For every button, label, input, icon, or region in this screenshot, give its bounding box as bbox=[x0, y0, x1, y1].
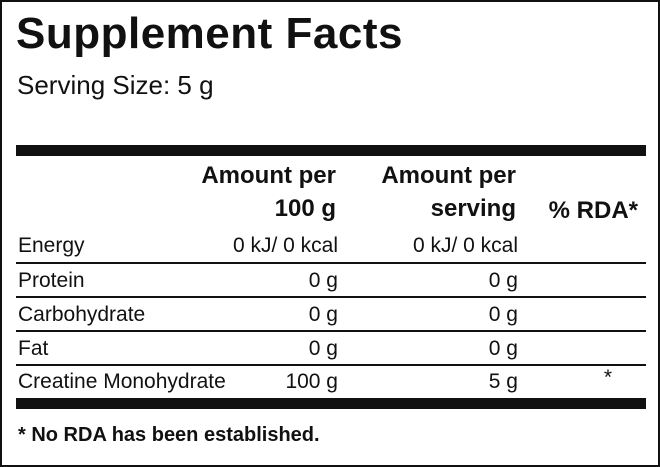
row-name: Carbohydrate bbox=[18, 303, 146, 326]
row-per-100g: 0 kJ/ 0 kcal bbox=[232, 234, 338, 257]
row-name: Protein bbox=[18, 269, 85, 292]
top-thick-rule bbox=[16, 145, 646, 156]
header-per-serving-line1: Amount per bbox=[381, 162, 516, 189]
header-rda: % RDA* bbox=[548, 197, 638, 224]
row-per-serving: 5 g bbox=[488, 370, 518, 393]
table-row: Energy 0 kJ/ 0 kcal 0 kJ/ 0 kcal bbox=[16, 229, 646, 262]
row-per-100g: 0 g bbox=[308, 269, 338, 292]
header-per-100g-line2: 100 g bbox=[274, 195, 336, 222]
row-name: Energy bbox=[18, 234, 85, 257]
row-divider bbox=[16, 262, 646, 264]
row-divider bbox=[16, 296, 646, 298]
row-per-serving: 0 kJ/ 0 kcal bbox=[412, 234, 518, 257]
serving-size: Serving Size: 5 g bbox=[17, 70, 214, 100]
row-divider bbox=[16, 330, 646, 332]
row-per-serving: 0 g bbox=[488, 337, 518, 360]
panel-title: Supplement Facts bbox=[16, 9, 403, 58]
row-divider bbox=[16, 364, 646, 366]
row-per-serving: 0 g bbox=[488, 303, 518, 326]
header-per-serving-line2: serving bbox=[430, 195, 516, 222]
table-row: Protein 0 g 0 g bbox=[16, 264, 646, 297]
row-per-100g: 100 g bbox=[285, 370, 338, 393]
row-per-100g: 0 g bbox=[308, 337, 338, 360]
row-per-100g: 0 g bbox=[308, 303, 338, 326]
row-name: Fat bbox=[18, 337, 49, 360]
row-per-serving: 0 g bbox=[488, 269, 518, 292]
bottom-thick-rule bbox=[16, 398, 646, 409]
footnote: * No RDA has been established. bbox=[18, 424, 320, 446]
row-rda: * bbox=[603, 366, 612, 389]
header-per-100g-line1: Amount per bbox=[201, 162, 336, 189]
table-row: Creatine Monohydrate 100 g 5 g * bbox=[16, 365, 646, 398]
row-name: Creatine Monohydrate bbox=[18, 370, 226, 393]
table-row: Carbohydrate 0 g 0 g bbox=[16, 298, 646, 331]
table-row: Fat 0 g 0 g bbox=[16, 332, 646, 365]
